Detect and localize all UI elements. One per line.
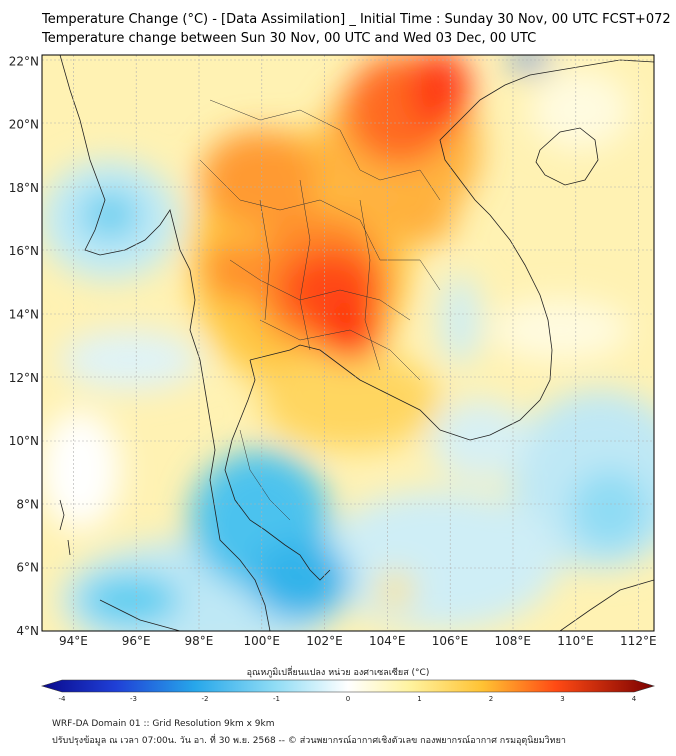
lon-tick-label: 102°E [306,634,343,648]
colorbar-tick-label: 0 [346,695,350,703]
colorbar: -4 -3 -2 -1 0 1 2 3 4 [40,679,656,703]
latitude-axis: 22°N 20°N 18°N 16°N 14°N 12°N 10°N 8°N 6°N 4°N [9,54,39,638]
colorbar-tick-label: -3 [130,695,137,703]
colorbar-tick-label: -4 [59,695,67,703]
lon-tick-label: 98°E [184,634,213,648]
lon-tick-label: 112°E [620,634,657,648]
lat-tick-label: 12°N [9,371,39,385]
lon-tick-label: 110°E [557,634,594,648]
lat-tick-label: 10°N [9,434,39,448]
lat-tick-label: 6°N [16,561,39,575]
footer-model-info: WRF-DA Domain 01 :: Grid Resolution 9km … [52,719,275,729]
lon-tick-label: 96°E [122,634,151,648]
lat-tick-label: 14°N [9,308,39,322]
lat-tick-label: 18°N [9,181,39,195]
lat-tick-label: 16°N [9,244,39,258]
lon-tick-label: 104°E [369,634,406,648]
coastlines [59,55,654,631]
plot-frame [41,54,655,632]
graticule [42,55,654,631]
temperature-field [42,55,654,631]
lon-tick-label: 108°E [495,634,532,648]
colorbar-bar [40,679,656,693]
lat-tick-label: 4°N [16,624,39,638]
lon-tick-label: 94°E [59,634,88,648]
lat-tick-label: 8°N [16,497,39,511]
colorbar-tick-label: 1 [417,695,421,703]
colorbar-tick-label: 3 [560,695,564,703]
lat-tick-label: 20°N [9,118,39,132]
colorbar-tick-label: -2 [202,695,209,703]
map-subtitle: Temperature change between Sun 30 Nov, 0… [42,31,537,46]
province-borders [199,99,441,521]
lon-tick-label: 100°E [243,634,280,648]
colorbar-title: อุณหภูมิเปลี่ยนแปลง หน่วย องศาเซลเซียส (… [246,668,430,678]
lat-tick-label: 22°N [9,54,39,68]
footer-update-info: ปรับปรุงข้อมูล ณ เวลา 07:00น. วัน อา. ที… [52,736,566,746]
map-title: Temperature Change (°C) - [Data Assimila… [42,12,671,27]
colorbar-tick-label: 2 [489,695,493,703]
colorbar-tick-label: -1 [273,695,280,703]
colorbar-tick-label: 4 [632,695,637,703]
longitude-axis: 94°E 96°E 98°E 100°E 102°E 104°E 106°E 108°E 110… [59,634,657,648]
lon-tick-label: 106°E [432,634,469,648]
